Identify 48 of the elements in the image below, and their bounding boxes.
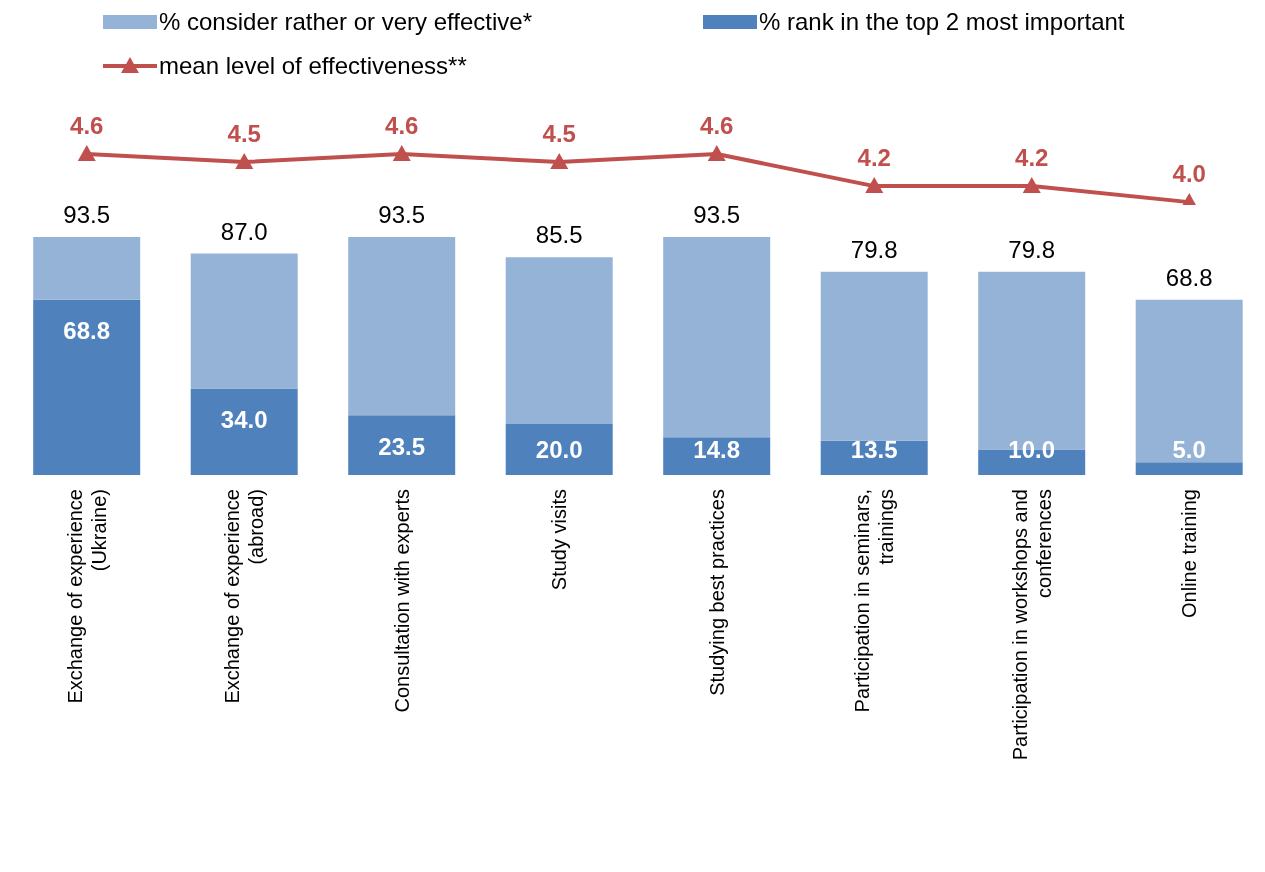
data-label: 4.2	[1015, 144, 1049, 172]
bar	[190, 253, 298, 389]
total-label: 79.8	[1008, 235, 1056, 263]
bar	[1135, 462, 1243, 475]
data-label: 4.5	[542, 120, 576, 148]
data-label: 68.8	[63, 317, 111, 345]
bar	[1135, 299, 1243, 463]
total-label: 93.5	[63, 201, 111, 228]
data-label: 14.8	[693, 436, 741, 464]
bar	[190, 388, 298, 475]
data-label: 4.5	[227, 120, 261, 148]
data-label: 10.0	[1008, 436, 1056, 464]
data-label: 23.5	[378, 432, 426, 460]
total-label: 93.5	[693, 201, 741, 228]
bar	[663, 437, 771, 475]
data-label: 4.6	[385, 112, 419, 140]
total-label: 79.8	[850, 235, 898, 263]
bar	[663, 237, 771, 438]
x-tick-label: Study visits	[548, 489, 571, 591]
x-tick-label: Exchange of experience (Ukraine)	[63, 489, 110, 704]
bar	[33, 237, 141, 300]
data-label: 4.2	[857, 144, 891, 172]
x-tick-label: Exchange of experience (abroad)	[221, 489, 268, 704]
bar	[33, 299, 141, 475]
total-label: 68.8	[1165, 263, 1213, 291]
x-tick-label: Participation in workshops and conferences	[1008, 489, 1055, 761]
bar	[505, 424, 613, 475]
x-tick-label: Participation in seminars, trainings	[851, 489, 898, 713]
data-label: 4.0	[1172, 160, 1206, 188]
bar	[820, 271, 928, 441]
bar	[348, 415, 456, 475]
legend-label: % rank in the top 2 most important	[759, 8, 1125, 36]
bar	[348, 237, 456, 416]
data-label: 4.6	[700, 112, 734, 140]
total-label: 85.5	[535, 221, 583, 249]
data-label: 34.0	[220, 405, 268, 433]
data-label: 4.6	[70, 112, 104, 140]
total-label: 87.0	[220, 217, 268, 245]
data-label: 20.0	[535, 436, 583, 464]
data-label: 5.0	[1172, 436, 1206, 464]
data-label: 13.5	[850, 436, 898, 464]
legend-label: % consider rather or very effective*	[159, 8, 533, 36]
x-tick-label: Online training	[1178, 489, 1201, 618]
legend-label: mean level of effectiveness**	[159, 52, 467, 80]
total-label: 93.5	[378, 201, 426, 228]
x-tick-label: Studying best practices	[705, 489, 728, 696]
x-tick-label: Consultation with experts	[390, 489, 413, 713]
bar	[505, 257, 613, 425]
